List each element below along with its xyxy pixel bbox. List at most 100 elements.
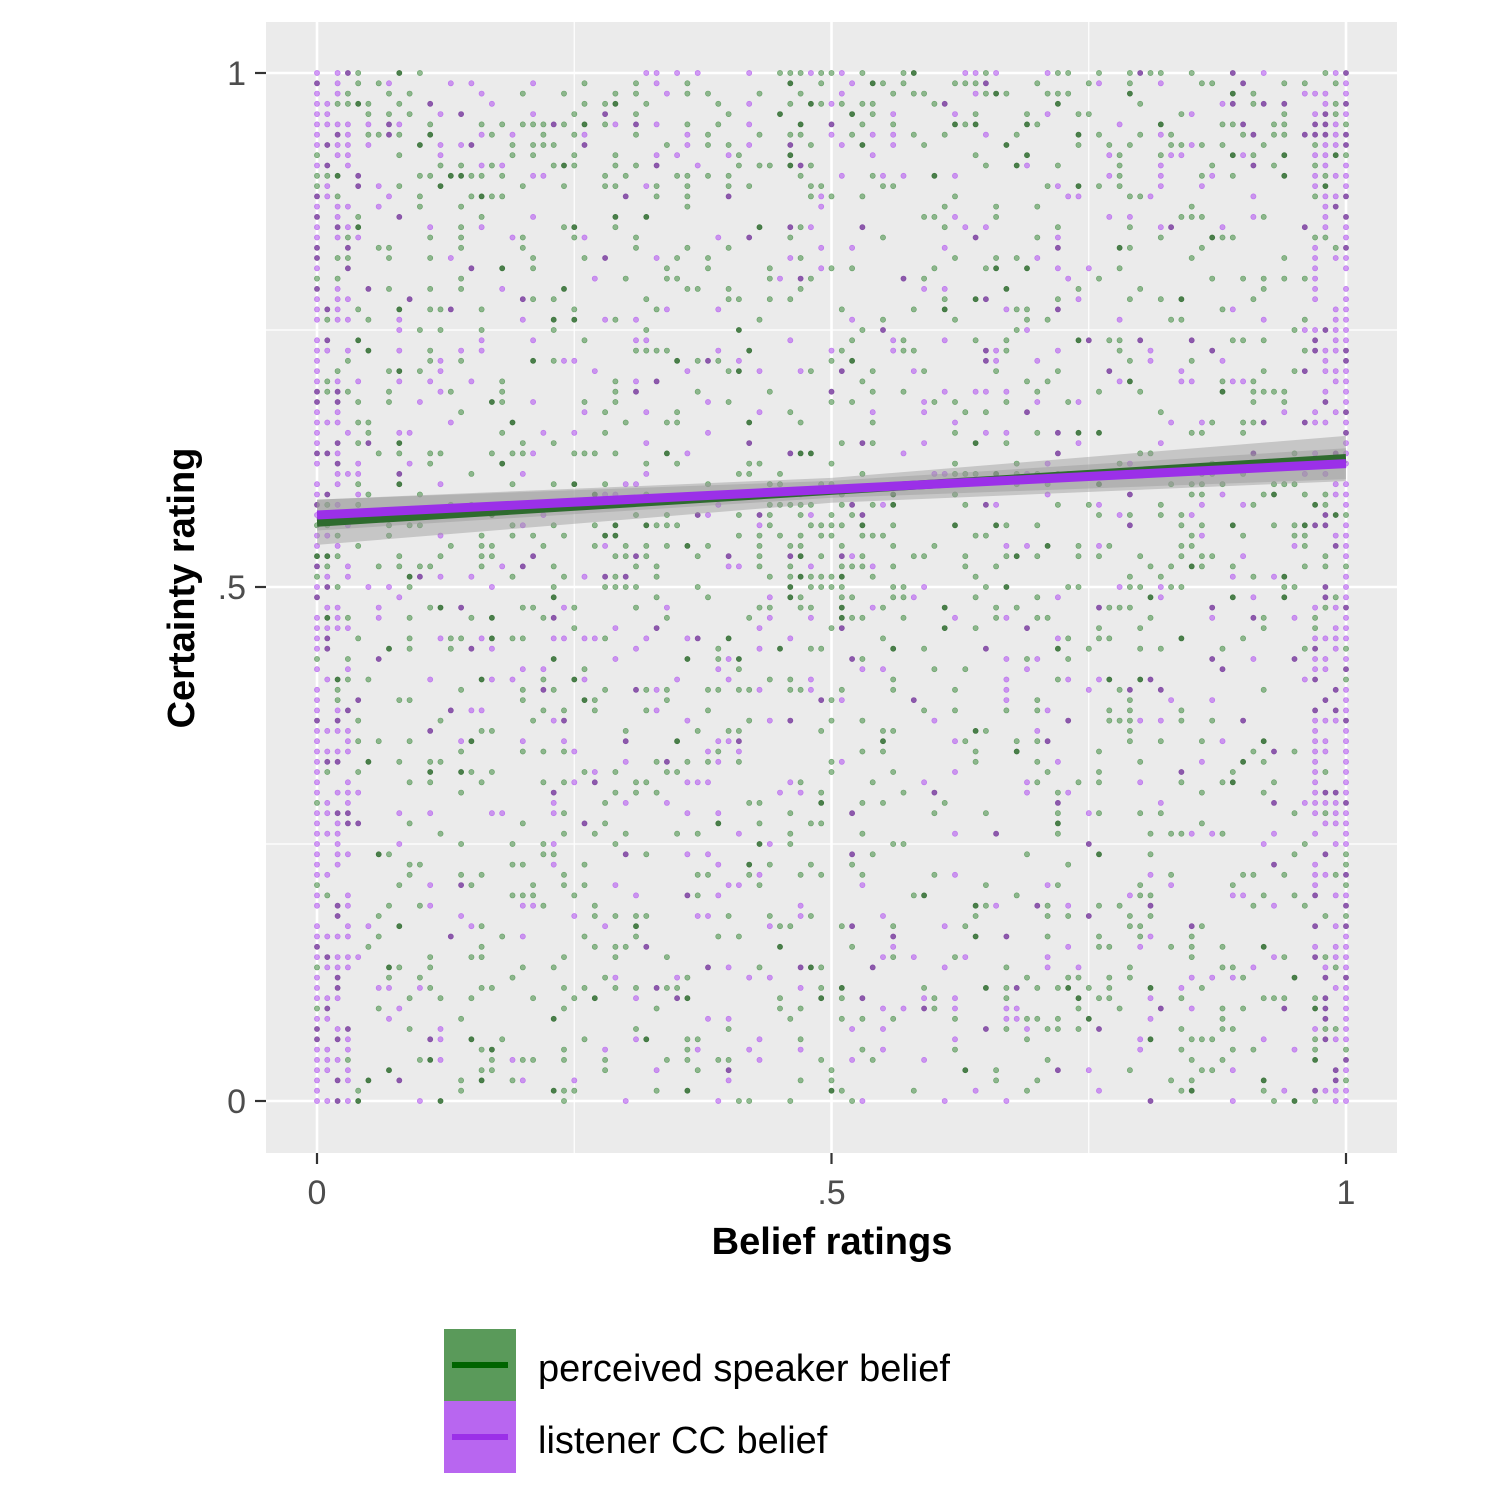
data-point xyxy=(1096,636,1101,641)
data-point xyxy=(973,235,978,240)
data-point xyxy=(1323,327,1328,332)
data-point xyxy=(1251,965,1256,970)
data-point xyxy=(541,780,546,785)
data-point xyxy=(808,677,813,682)
data-point xyxy=(314,358,319,363)
data-point xyxy=(541,173,546,178)
data-point xyxy=(1261,944,1266,949)
data-point xyxy=(551,358,556,363)
data-point xyxy=(335,996,340,1001)
data-point xyxy=(356,1098,361,1103)
data-point xyxy=(592,698,597,703)
data-point xyxy=(633,163,638,168)
data-point xyxy=(1189,379,1194,384)
data-point xyxy=(1066,91,1071,96)
data-point xyxy=(1127,728,1132,733)
data-point xyxy=(860,564,865,569)
data-point xyxy=(1086,112,1091,117)
data-point xyxy=(685,184,690,189)
data-point xyxy=(345,101,350,106)
data-point xyxy=(952,708,957,713)
data-point xyxy=(839,595,844,600)
data-point xyxy=(850,399,855,404)
data-point xyxy=(983,348,988,353)
data-point xyxy=(1014,554,1019,559)
data-point xyxy=(757,461,762,466)
data-point xyxy=(345,852,350,857)
data-point xyxy=(1055,821,1060,826)
data-point xyxy=(1333,369,1338,374)
data-point xyxy=(901,841,906,846)
data-point xyxy=(1055,1068,1060,1073)
data-point xyxy=(1148,358,1153,363)
data-point xyxy=(922,399,927,404)
data-point xyxy=(345,1078,350,1083)
data-point xyxy=(314,420,319,425)
data-point xyxy=(325,101,330,106)
data-point xyxy=(1199,739,1204,744)
data-point xyxy=(541,430,546,435)
data-point xyxy=(613,883,618,888)
data-point xyxy=(777,1006,782,1011)
data-point xyxy=(1117,245,1122,250)
data-point xyxy=(314,1057,319,1062)
data-point xyxy=(479,163,484,168)
data-point xyxy=(1261,996,1266,1001)
data-point xyxy=(1343,482,1348,487)
data-point xyxy=(901,595,906,600)
data-point xyxy=(345,358,350,363)
data-point xyxy=(356,235,361,240)
data-point xyxy=(1343,646,1348,651)
data-point xyxy=(510,420,515,425)
data-point xyxy=(633,913,638,918)
data-point xyxy=(716,358,721,363)
data-point xyxy=(922,985,927,990)
data-point xyxy=(1035,1078,1040,1083)
data-point xyxy=(1323,749,1328,754)
data-point xyxy=(1138,101,1143,106)
data-point xyxy=(695,831,700,836)
data-point xyxy=(860,800,865,805)
data-point xyxy=(1271,996,1276,1001)
data-point xyxy=(366,101,371,106)
data-point xyxy=(1107,369,1112,374)
data-point xyxy=(664,523,669,528)
data-point xyxy=(603,924,608,929)
data-point xyxy=(1282,173,1287,178)
data-point xyxy=(356,769,361,774)
data-point xyxy=(314,245,319,250)
data-point xyxy=(1004,430,1009,435)
data-point xyxy=(1292,811,1297,816)
data-point xyxy=(922,554,927,559)
data-point xyxy=(973,574,978,579)
data-point xyxy=(870,441,875,446)
data-point xyxy=(572,132,577,137)
data-point xyxy=(860,615,865,620)
data-point xyxy=(644,327,649,332)
data-point xyxy=(644,708,649,713)
data-point xyxy=(1148,872,1153,877)
data-point xyxy=(551,965,556,970)
data-point xyxy=(1055,369,1060,374)
data-point xyxy=(335,1037,340,1042)
x-tick-label: .5 xyxy=(817,1174,845,1212)
data-point xyxy=(839,564,844,569)
data-point xyxy=(788,338,793,343)
data-point xyxy=(891,728,896,733)
data-point xyxy=(1313,122,1318,127)
x-tick-label: 1 xyxy=(1337,1174,1356,1212)
data-point xyxy=(613,389,618,394)
data-point xyxy=(705,132,710,137)
data-point xyxy=(891,338,896,343)
data-point xyxy=(1220,965,1225,970)
data-point xyxy=(1055,1026,1060,1031)
data-point xyxy=(500,1037,505,1042)
data-point xyxy=(788,132,793,137)
data-point xyxy=(469,996,474,1001)
data-point xyxy=(1230,235,1235,240)
data-point xyxy=(541,749,546,754)
data-point xyxy=(1333,1026,1338,1031)
data-point xyxy=(983,646,988,651)
data-point xyxy=(325,194,330,199)
data-point xyxy=(561,533,566,538)
